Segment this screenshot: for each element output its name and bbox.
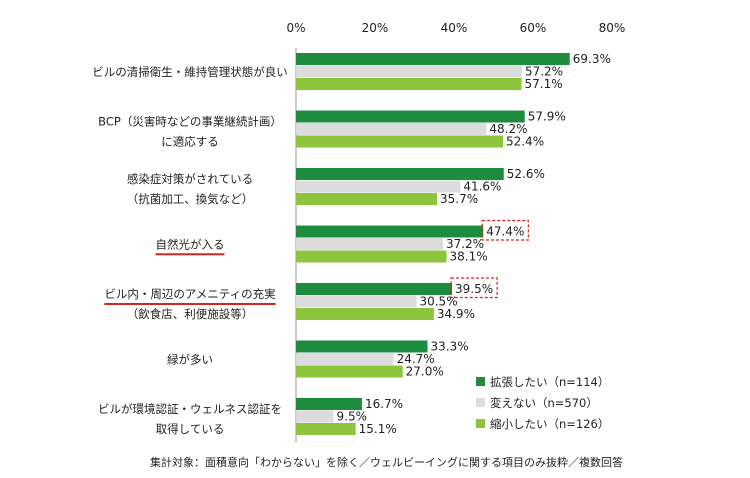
bar (296, 398, 362, 410)
value-label: 24.7% (397, 352, 435, 366)
x-tick-label: 20% (362, 21, 389, 35)
bar (296, 123, 487, 135)
category-label: （飲食店、利便施設等） (127, 307, 254, 321)
value-label: 38.1% (449, 250, 487, 264)
value-label: 37.2% (446, 237, 484, 251)
bar (296, 308, 434, 320)
category-label: 緑が多い (167, 352, 213, 366)
category-label: ビルの清掃衛生・維持管理状態が良い (92, 65, 288, 79)
bar (296, 295, 417, 308)
bar (296, 168, 504, 180)
x-axis-ticks: 0% 20% 40% 60% 80% (286, 21, 625, 35)
bar (296, 283, 453, 295)
footnote: 集計対象：面積意向「わからない」を除く／ウェルビーイングに関する項目のみ抜粋／複… (150, 455, 623, 469)
bar (296, 78, 522, 90)
bar (296, 135, 503, 148)
category-label: BCP（災害時などの事業継続計画） (98, 115, 282, 129)
value-label: 52.6% (507, 167, 545, 181)
x-tick-label: 0% (286, 21, 305, 35)
bar (296, 180, 461, 193)
legend-swatch (476, 377, 485, 386)
bar (296, 53, 570, 65)
value-label: 35.7% (440, 192, 478, 206)
category-label: に適応する (161, 135, 219, 149)
value-label: 48.2% (489, 122, 527, 136)
legend-entry: 縮小したい（n=126） (490, 417, 609, 431)
value-highlight-box (450, 277, 498, 299)
bar (296, 340, 428, 353)
bar (296, 238, 443, 250)
value-label: 69.3% (573, 52, 611, 66)
category-labels: ビルの清掃衛生・維持管理状態が良い BCP（災害時などの事業継続計画） に適応する感… (92, 65, 288, 436)
category-label: 自然光が入る (156, 237, 225, 251)
x-tick-label: 40% (441, 21, 468, 35)
value-label: 47.4% (486, 225, 524, 239)
value-label: 15.1% (359, 422, 397, 436)
bar (296, 225, 484, 238)
value-label: 41.6% (463, 180, 501, 194)
bar (296, 353, 394, 365)
bar (296, 250, 447, 263)
category-label: ビルが環境認証・ウェルネス認証を (98, 402, 282, 416)
bar (296, 365, 403, 378)
bar (296, 410, 334, 423)
legend: 拡張したい（n=114） 変えない（n=570） 縮小したい（n=126） (476, 375, 609, 431)
value-label: 39.5% (455, 282, 493, 296)
value-label: 27.0% (406, 365, 444, 379)
category-label: 感染症対策がされている (127, 172, 253, 186)
value-highlight-box (481, 219, 529, 241)
x-tick-label: 80% (599, 21, 626, 35)
value-label: 57.2% (525, 65, 563, 79)
bars: 69.3% 57.9% 52.6% 47.4% 39.5% 33.3% 16.7% 57.2%… (296, 52, 611, 436)
category-label: （抗菌加工、換気など） (127, 192, 254, 206)
value-label: 16.7% (365, 397, 403, 411)
category-label: 取得している (156, 422, 225, 436)
legend-entry: 拡張したい（n=114） (490, 375, 609, 389)
bar (296, 65, 522, 78)
value-label: 57.9% (528, 110, 566, 124)
value-label: 30.5% (419, 295, 457, 309)
value-label: 57.1% (525, 77, 563, 91)
legend-swatch (476, 398, 485, 407)
bar (296, 193, 438, 205)
category-label: ビル内・周辺のアメニティの充実 (104, 287, 275, 301)
value-label: 33.3% (431, 340, 469, 354)
bar (296, 110, 525, 123)
x-tick-label: 60% (520, 21, 547, 35)
value-label: 9.5% (337, 410, 368, 424)
value-label: 34.9% (437, 307, 475, 321)
value-label: 52.4% (506, 135, 544, 149)
legend-entry: 変えない（n=570） (490, 396, 598, 410)
bar (296, 423, 356, 435)
legend-swatch (476, 419, 485, 428)
